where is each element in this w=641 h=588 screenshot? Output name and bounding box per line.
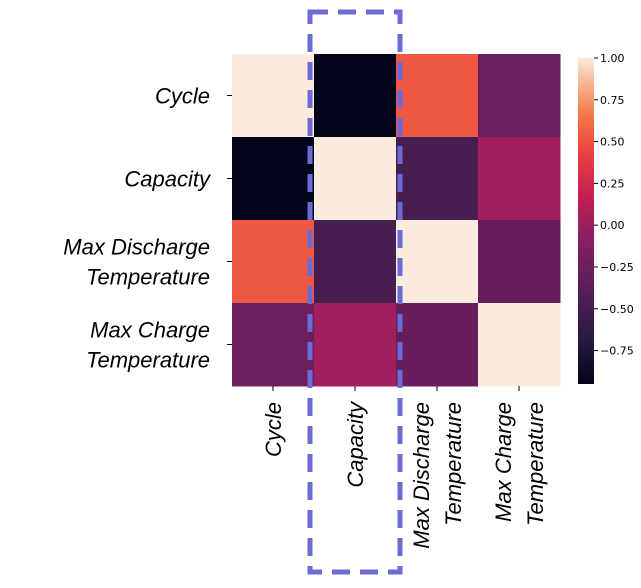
- row-label: Temperature: [86, 265, 210, 290]
- colorbar-tick-label: 0.25: [600, 177, 625, 190]
- heatmap-cells: [232, 54, 561, 387]
- colorbar-tick-label: −0.75: [600, 345, 634, 358]
- colorbar-tick-label: 0.75: [600, 94, 625, 107]
- colorbar-tick-label: 1.00: [600, 52, 625, 65]
- row-labels: Cycle Capacity Max Discharge Temperature Max…: [63, 84, 232, 373]
- row-label: Max Discharge: [63, 235, 210, 260]
- row-label: Temperature: [86, 348, 210, 373]
- heatmap-cell: [478, 137, 561, 221]
- heatmap-cell: [396, 54, 479, 138]
- heatmap-cell: [232, 137, 315, 221]
- column-label: Temperature: [523, 402, 548, 526]
- heatmap-cell: [232, 303, 315, 387]
- heatmap-cell: [478, 303, 561, 387]
- heatmap-cell: [232, 54, 315, 138]
- heatmap-cell: [314, 54, 397, 138]
- row-label: Max Charge: [90, 318, 210, 343]
- colorbar: 1.00 0.75 0.50 0.25 0.00 −0.25 −0.50 −0.75: [578, 52, 634, 384]
- heatmap-cell: [478, 54, 561, 138]
- heatmap-cell: [478, 220, 561, 304]
- column-label: Temperature: [441, 402, 466, 526]
- column-label: Max Charge: [491, 402, 516, 522]
- heatmap-cell: [232, 220, 315, 304]
- highlight-box: [307, 9, 403, 575]
- colorbar-tick-label: 0.00: [600, 219, 625, 232]
- colorbar-bar: [578, 58, 594, 384]
- heatmap-cell: [396, 220, 479, 304]
- row-label: Capacity: [124, 167, 212, 192]
- colorbar-tick-label: 0.50: [600, 136, 625, 149]
- heatmap-cell: [314, 303, 397, 387]
- colorbar-tick-label: −0.50: [600, 303, 634, 316]
- colorbar-tick-label: −0.25: [600, 261, 634, 274]
- heatmap-cell: [396, 137, 479, 221]
- heatmap-cell: [314, 220, 397, 304]
- heatmap-cell: [314, 137, 397, 221]
- column-label: Capacity: [343, 400, 368, 488]
- column-labels: Cycle Capacity Max Discharge Temperature Max…: [261, 386, 548, 549]
- row-label: Cycle: [155, 84, 210, 109]
- highlight-box-group: [307, 9, 403, 575]
- column-label: Cycle: [261, 402, 286, 457]
- heatmap-cell: [396, 303, 479, 387]
- column-label: Max Discharge: [409, 402, 434, 549]
